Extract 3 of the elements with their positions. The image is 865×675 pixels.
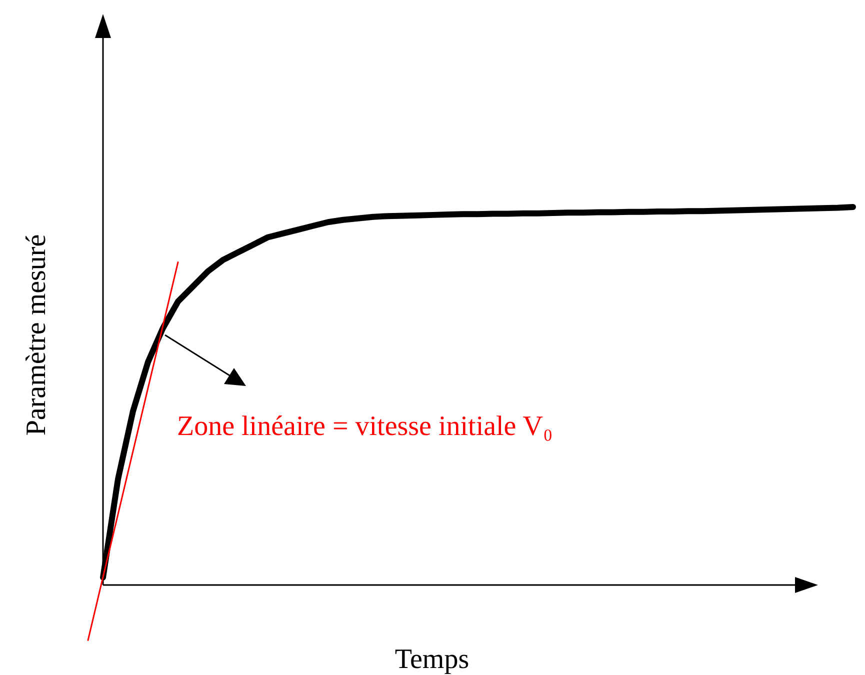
y-axis-title: Paramètre mesuré xyxy=(21,234,52,436)
x-axis-title: Temps xyxy=(394,644,470,675)
annotation: Zone linéaire = vitesse initiale V₀ xyxy=(177,411,553,442)
